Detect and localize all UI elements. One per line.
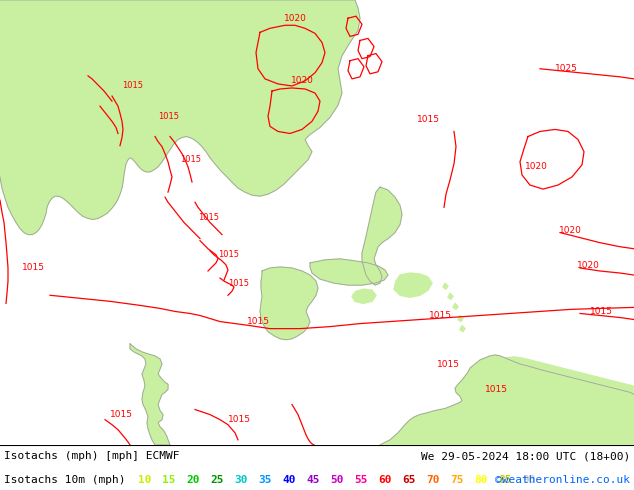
Text: 1015: 1015 bbox=[158, 112, 179, 121]
Polygon shape bbox=[352, 289, 376, 303]
Text: 1015: 1015 bbox=[110, 410, 133, 419]
Text: 1015: 1015 bbox=[218, 250, 239, 259]
Text: 50: 50 bbox=[330, 475, 344, 485]
Polygon shape bbox=[470, 357, 634, 445]
Text: 90: 90 bbox=[522, 475, 536, 485]
Text: 1015: 1015 bbox=[22, 264, 45, 272]
Text: 45: 45 bbox=[306, 475, 320, 485]
Text: We 29-05-2024 18:00 UTC (18+00): We 29-05-2024 18:00 UTC (18+00) bbox=[421, 451, 630, 461]
Text: 1015: 1015 bbox=[122, 81, 143, 91]
Text: 1015: 1015 bbox=[436, 360, 460, 368]
Text: 1020: 1020 bbox=[559, 226, 581, 235]
Text: 1015: 1015 bbox=[429, 311, 451, 320]
Polygon shape bbox=[260, 267, 318, 340]
Text: 55: 55 bbox=[354, 475, 368, 485]
Text: 30: 30 bbox=[234, 475, 247, 485]
Text: 15: 15 bbox=[162, 475, 176, 485]
Text: ©weatheronline.co.uk: ©weatheronline.co.uk bbox=[495, 475, 630, 485]
Text: 40: 40 bbox=[282, 475, 295, 485]
Text: Isotachs 10m (mph): Isotachs 10m (mph) bbox=[4, 475, 126, 485]
Polygon shape bbox=[458, 316, 463, 321]
Text: 1015: 1015 bbox=[180, 155, 201, 164]
Text: 85: 85 bbox=[498, 475, 512, 485]
Polygon shape bbox=[453, 303, 458, 309]
Polygon shape bbox=[443, 283, 448, 289]
Text: 25: 25 bbox=[210, 475, 224, 485]
Polygon shape bbox=[483, 380, 490, 385]
Text: 20: 20 bbox=[186, 475, 200, 485]
Text: 1020: 1020 bbox=[524, 162, 547, 171]
Text: 1015: 1015 bbox=[484, 385, 507, 394]
Polygon shape bbox=[476, 386, 483, 392]
Polygon shape bbox=[130, 344, 170, 445]
Polygon shape bbox=[362, 187, 402, 285]
Text: 60: 60 bbox=[378, 475, 392, 485]
Text: 80: 80 bbox=[474, 475, 488, 485]
Polygon shape bbox=[380, 355, 634, 445]
Text: 1025: 1025 bbox=[555, 64, 578, 74]
Text: 65: 65 bbox=[402, 475, 415, 485]
Text: 1015: 1015 bbox=[247, 317, 269, 326]
Text: 1015: 1015 bbox=[228, 415, 251, 424]
Text: 1015: 1015 bbox=[228, 279, 249, 288]
Polygon shape bbox=[0, 0, 360, 235]
Text: 75: 75 bbox=[450, 475, 463, 485]
Text: Isotachs (mph) [mph] ECMWF: Isotachs (mph) [mph] ECMWF bbox=[4, 451, 179, 461]
Text: 10: 10 bbox=[138, 475, 152, 485]
Polygon shape bbox=[460, 325, 465, 332]
Text: 1015: 1015 bbox=[590, 307, 613, 316]
Polygon shape bbox=[310, 259, 388, 285]
Text: 1015: 1015 bbox=[417, 115, 439, 124]
Text: 35: 35 bbox=[258, 475, 271, 485]
Text: 1020: 1020 bbox=[283, 14, 306, 23]
Text: 1020: 1020 bbox=[576, 262, 599, 270]
Polygon shape bbox=[448, 293, 453, 299]
Text: 70: 70 bbox=[426, 475, 439, 485]
Text: 1015: 1015 bbox=[198, 213, 219, 222]
Polygon shape bbox=[394, 273, 432, 297]
Text: 1020: 1020 bbox=[290, 76, 313, 85]
